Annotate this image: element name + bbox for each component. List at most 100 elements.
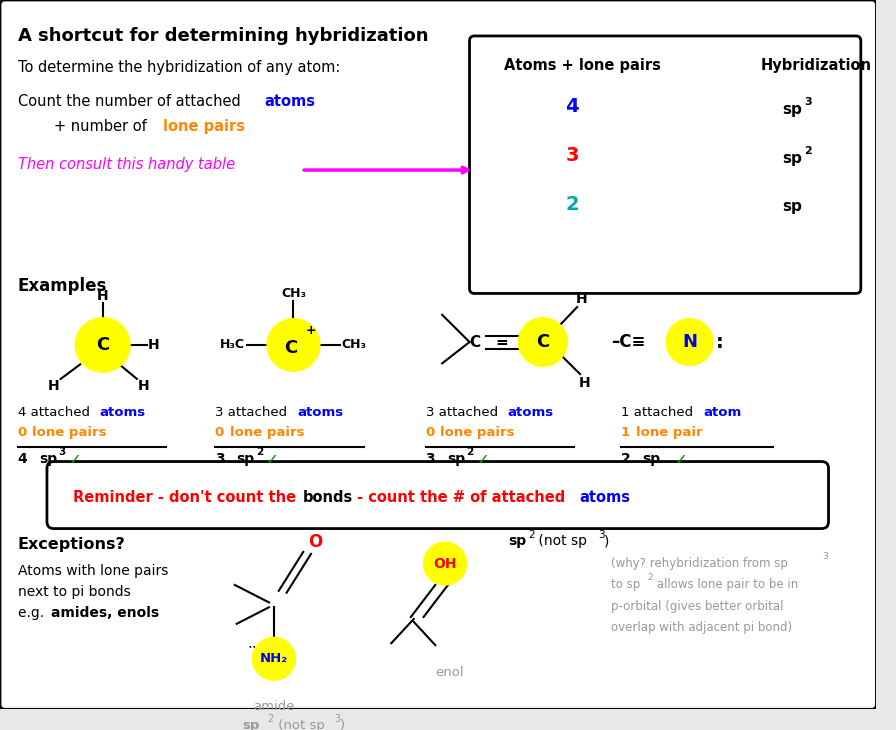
Text: sp: sp [782,199,803,214]
Circle shape [424,542,467,585]
Circle shape [519,318,567,366]
Text: C: C [96,336,109,354]
Text: atoms: atoms [579,490,630,505]
Text: 3: 3 [215,452,225,466]
Text: atoms: atoms [99,406,146,419]
Text: OH: OH [434,556,457,571]
Text: 2: 2 [621,452,631,466]
FancyBboxPatch shape [0,0,876,710]
Text: enol: enol [435,666,464,679]
Circle shape [253,637,296,680]
Text: =: = [495,334,508,350]
Text: :: : [716,333,724,352]
Text: O: O [308,533,322,551]
Text: A shortcut for determining hybridization: A shortcut for determining hybridization [18,27,428,45]
Text: 3: 3 [804,97,812,107]
Text: ✓: ✓ [675,452,688,466]
Text: allows lone pair to be in: allows lone pair to be in [653,578,798,591]
Text: Exceptions?: Exceptions? [18,537,125,553]
Text: 3: 3 [59,447,66,457]
Text: p-orbital (gives better orbital: p-orbital (gives better orbital [611,599,784,612]
Text: sp: sp [39,452,57,466]
FancyBboxPatch shape [470,36,861,293]
Text: amides, enols: amides, enols [51,607,159,620]
Text: ✓: ✓ [477,452,489,466]
Text: lone pairs: lone pairs [32,426,107,439]
Text: amide: amide [254,699,295,712]
Text: Then consult this handy table: Then consult this handy table [18,158,235,172]
Text: 2: 2 [565,195,579,214]
Text: 4: 4 [18,452,28,466]
Text: 3: 3 [426,452,435,466]
Text: 3: 3 [565,146,579,165]
Text: (why? rehybridization from sp: (why? rehybridization from sp [611,557,788,569]
Text: H: H [48,379,60,393]
Text: 3: 3 [823,552,829,561]
Text: H₃C: H₃C [220,339,246,351]
Text: ✓: ✓ [266,452,279,466]
Text: overlap with adjacent pi bond): overlap with adjacent pi bond) [611,621,792,634]
Circle shape [75,318,130,372]
Text: ✓: ✓ [68,452,82,466]
Text: atoms: atoms [264,94,315,110]
FancyBboxPatch shape [47,461,829,529]
Text: 4 attached: 4 attached [18,406,94,419]
Text: to sp: to sp [611,578,641,591]
Text: sp: sp [237,452,254,466]
Text: lone pair: lone pair [636,426,702,439]
Text: 3 attached: 3 attached [215,406,291,419]
Text: atoms: atoms [297,406,343,419]
Text: lone pairs: lone pairs [440,426,514,439]
Text: (not sp: (not sp [534,534,587,548]
Text: CH₃: CH₃ [281,287,306,300]
Text: lone pairs: lone pairs [230,426,305,439]
Text: H: H [576,292,588,307]
Text: sp: sp [509,534,527,548]
Text: sp: sp [782,150,803,166]
Text: sp: sp [642,452,660,466]
Text: H: H [97,289,108,304]
Text: sp: sp [782,102,803,117]
Text: Hybridization: Hybridization [761,58,872,73]
Text: C: C [284,339,297,357]
Text: 2: 2 [529,529,535,539]
Text: C: C [537,333,549,351]
Text: ): ) [340,719,346,730]
Text: Atoms + lone pairs: Atoms + lone pairs [504,58,660,73]
Text: H: H [579,376,590,390]
Text: Atoms with lone pairs: Atoms with lone pairs [18,564,168,577]
Text: 2: 2 [256,447,263,457]
Text: bonds: bonds [303,490,354,505]
Text: –C≡: –C≡ [611,333,646,351]
Text: sp: sp [243,719,260,730]
Text: 3 attached: 3 attached [426,406,502,419]
Text: 1: 1 [621,426,635,439]
Text: H: H [138,379,150,393]
Circle shape [666,319,713,365]
Text: 0: 0 [18,426,31,439]
Text: 0: 0 [426,426,439,439]
Text: Examples: Examples [18,277,107,295]
Text: Count the number of attached: Count the number of attached [18,94,245,110]
Text: To determine the hybridization of any atom:: To determine the hybridization of any at… [18,61,340,75]
Text: ⋅⋅: ⋅⋅ [247,639,257,653]
Text: Reminder - don't count the: Reminder - don't count the [73,490,302,505]
Text: +: + [306,324,316,337]
Text: 0: 0 [215,426,229,439]
Text: 2: 2 [804,146,812,155]
Text: ): ) [604,534,609,548]
Text: 4: 4 [565,97,579,116]
Text: 2: 2 [648,573,653,583]
Text: H: H [148,338,159,352]
Text: 3: 3 [598,529,604,539]
Text: 2: 2 [467,447,474,457]
Text: atom: atom [703,406,742,419]
Text: CH₃: CH₃ [341,339,366,351]
Text: e.g.: e.g. [18,607,48,620]
Text: lone pairs: lone pairs [163,118,246,134]
Text: NH₂: NH₂ [260,653,288,665]
Text: 1 attached: 1 attached [621,406,697,419]
Text: sp: sp [447,452,465,466]
Circle shape [267,319,320,371]
Text: 3: 3 [334,714,340,724]
